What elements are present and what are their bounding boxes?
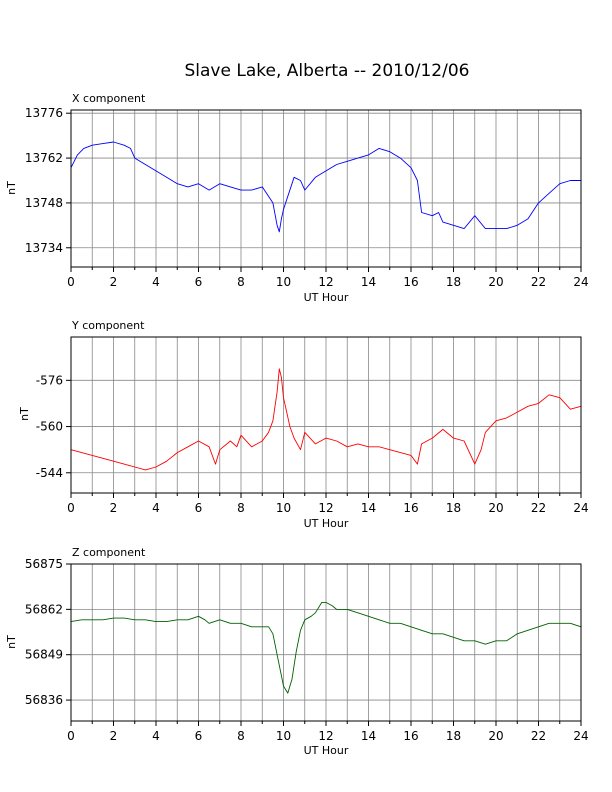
y-tick-label: 56862	[25, 602, 63, 616]
y-tick-label: -576	[36, 373, 63, 387]
panel-z: Z component 0 2 4 6 8 10 12 14 16 18 20 22 24 568365…	[5, 546, 589, 757]
x-ticks: 0 2 4 6 8 10 12 14 16 18 20 22 24	[67, 267, 589, 289]
y-tick-label: 13776	[25, 106, 63, 120]
x-tick-label: 14	[361, 501, 376, 515]
y-tick-label: 56836	[25, 693, 63, 707]
x-tick-label: 12	[318, 501, 333, 515]
x-ticks: 0 2 4 6 8 10 12 14 16 18 20 22 24	[67, 493, 589, 515]
x-tick-label: 10	[276, 729, 291, 743]
panel-y: Y component 0 2 4 6 8 10 12 14 16 18 20 22 24 -544-5…	[18, 319, 589, 530]
y-tick-label: 13734	[25, 241, 63, 255]
series-line	[70, 601, 582, 694]
x-tick-label: 14	[361, 275, 376, 289]
x-tick-label: 16	[403, 501, 418, 515]
y-ticks: 56836 56849 56862 56875	[25, 557, 71, 707]
y-ticks: -544 -560 -576	[36, 373, 71, 480]
y-tick-label: -544	[36, 466, 63, 480]
x-tick-label: 22	[531, 501, 546, 515]
data-line	[70, 601, 582, 694]
x-tick-label: 18	[446, 501, 461, 515]
x-tick-label: 6	[195, 729, 203, 743]
x-tick-label: 22	[531, 275, 546, 289]
grid-lines	[71, 564, 581, 721]
x-tick-label: 8	[237, 729, 245, 743]
y-tick-label: 13748	[25, 196, 63, 210]
x-tick-label: 10	[276, 501, 291, 515]
x-tick-label: 18	[446, 729, 461, 743]
series-line	[70, 141, 581, 233]
x-tick-label: 20	[488, 275, 503, 289]
x-tick-label: 0	[67, 729, 75, 743]
panel-title: Y component	[71, 319, 145, 332]
x-tick-label: 24	[573, 275, 588, 289]
x-tick-label: 16	[403, 729, 418, 743]
x-tick-label: 20	[488, 501, 503, 515]
x-tick-label: 24	[573, 729, 588, 743]
x-tick-label: 0	[67, 501, 75, 515]
x-tick-label: 2	[110, 729, 118, 743]
y-tick-label: 13762	[25, 151, 63, 165]
x-tick-label: 0	[67, 275, 75, 289]
x-axis-label: UT Hour	[304, 291, 349, 304]
x-ticks: 0 2 4 6 8 10 12 14 16 18 20 22 24	[67, 721, 589, 743]
panel-title: X component	[72, 92, 146, 105]
x-axis-label: UT Hour	[304, 517, 349, 530]
y-axis-label: nT	[5, 181, 18, 195]
x-tick-label: 8	[237, 501, 245, 515]
y-tick-label: -560	[36, 420, 63, 434]
x-tick-label: 6	[195, 275, 203, 289]
x-tick-label: 12	[318, 729, 333, 743]
x-tick-label: 2	[110, 275, 118, 289]
series-line	[70, 368, 582, 471]
y-axis-label: nT	[5, 635, 18, 649]
x-tick-label: 8	[237, 275, 245, 289]
grid-lines	[71, 337, 581, 493]
x-tick-label: 4	[152, 275, 160, 289]
x-tick-label: 18	[446, 275, 461, 289]
x-tick-label: 4	[152, 501, 160, 515]
panel-title: Z component	[72, 546, 146, 559]
x-tick-label: 12	[318, 275, 333, 289]
x-tick-label: 22	[531, 729, 546, 743]
x-tick-label: 24	[573, 501, 588, 515]
y-axis-label: nT	[18, 407, 31, 421]
x-tick-label: 20	[488, 729, 503, 743]
grid-lines	[71, 110, 581, 267]
x-tick-label: 16	[403, 275, 418, 289]
y-tick-label: 56849	[25, 648, 63, 662]
y-tick-label: 56875	[25, 557, 63, 571]
figure-title: Slave Lake, Alberta -- 2010/12/06	[185, 61, 470, 81]
data-line	[70, 141, 581, 233]
panel-x: X component 0 2 4 6 8 10 12 14 16 18 20 22 24 137341…	[5, 92, 589, 304]
x-tick-label: 10	[276, 275, 291, 289]
x-tick-label: 6	[195, 501, 203, 515]
x-tick-label: 14	[361, 729, 376, 743]
x-tick-label: 4	[152, 729, 160, 743]
x-axis-label: UT Hour	[304, 744, 349, 757]
data-line	[70, 368, 582, 471]
y-ticks: 13734 13748 13762 13776	[25, 106, 71, 255]
x-tick-label: 2	[110, 501, 118, 515]
